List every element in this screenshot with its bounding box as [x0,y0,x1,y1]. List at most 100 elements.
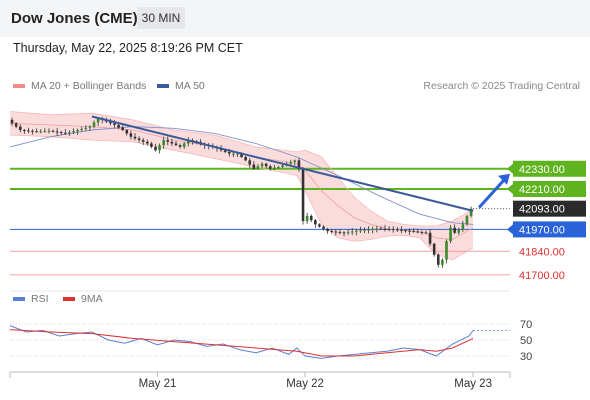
price-label-text: 42093.00 [519,204,565,216]
candle [256,163,260,170]
candle-body [309,215,313,221]
candle-body [88,126,92,128]
candle-body [273,167,276,169]
candle [387,226,391,232]
candle [453,224,456,235]
candle-body [141,140,145,142]
candle-body [305,215,309,221]
candle-body [166,140,170,142]
candle [416,228,420,234]
candle-body [412,231,415,233]
candle [355,228,358,236]
candle-body [248,160,252,165]
candle-body [125,130,129,134]
candle-body [277,167,280,169]
candle [76,128,79,135]
candle-body [375,228,379,230]
ma50-line [9,126,474,225]
candle-body [338,231,342,233]
candle [80,126,84,132]
candle [445,239,448,264]
candle [129,130,133,140]
candle-body [395,229,399,231]
candle-body [145,141,149,144]
rsi-legend-item-rsi: RSI [13,293,49,305]
projection-arrow-head [498,173,510,185]
candle [305,212,309,224]
candle [125,129,129,136]
legend-item-ma50: MA 50 [157,80,205,92]
candle-body [367,229,370,231]
candle [391,226,395,233]
candle [465,214,469,226]
trendline [91,115,474,212]
candle-body [55,131,59,133]
candle [59,130,63,135]
candle-body [39,131,43,133]
candle [428,229,432,247]
candle [178,143,182,149]
candle [64,129,67,135]
candle [326,227,329,234]
x-tick-label: May 23 [454,378,492,390]
legend-item-bollinger: MA 20 + Bollinger Bands [13,80,146,92]
rsi-line [9,325,474,359]
candle [420,230,424,235]
candle [297,158,301,172]
candle-body [445,241,448,260]
candle-body [420,231,424,233]
candle-body [371,228,375,230]
candle-body [76,130,79,132]
candle [375,225,379,233]
ma20-line [9,122,474,240]
price-label-resistance: 42330.00 [507,160,586,177]
candle [301,166,305,225]
rsi-legend-item-9ma: 9MA [63,293,103,305]
candle-body [268,166,272,169]
candle [441,258,444,268]
candle-body [297,160,301,169]
candle [314,219,317,228]
legend-label-ma50: MA 50 [175,80,205,92]
candle-body [117,124,120,128]
candle-body [465,215,469,225]
timeframe-badge[interactable]: 30 MIN [137,7,185,29]
candle [346,229,350,236]
candle-body [387,228,391,230]
candle-body [18,126,22,131]
candle-body [133,136,137,139]
timestamp: Thursday, May 22, 2025 8:19:26 PM CET [13,41,243,55]
candle [383,224,387,232]
rsi-tick-label: 50 [520,335,532,347]
candle [145,139,149,146]
candle [141,137,145,146]
candle-body [43,131,47,133]
candle-body [408,230,411,232]
candle-body [469,208,473,216]
instrument-title: Dow Jones (CME) [11,10,138,27]
candle-body [51,130,55,132]
candle-body [330,231,334,233]
candle-body [121,127,125,131]
candle [72,128,75,134]
candle [43,128,47,133]
projection-arrow-shaft [478,176,508,209]
candle [248,157,252,168]
candle [273,164,276,171]
candle-body [240,153,243,157]
rsi-tick-label: 30 [520,351,532,363]
candle [379,226,383,230]
candle-body [174,143,178,146]
candle-body [178,145,182,147]
candle-body [379,228,383,230]
candle [330,228,334,234]
candle-body [453,227,456,233]
candle [35,128,38,133]
candle [150,141,153,149]
price-label-support: 41700.00 [519,270,565,282]
candle [27,127,30,133]
candle [133,133,137,141]
candle [412,228,415,233]
candle-body [244,156,247,161]
